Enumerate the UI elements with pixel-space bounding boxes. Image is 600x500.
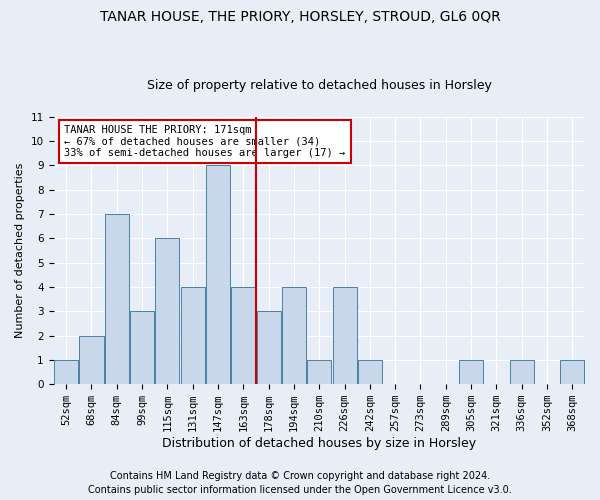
Text: Contains HM Land Registry data © Crown copyright and database right 2024.
Contai: Contains HM Land Registry data © Crown c… — [88, 471, 512, 495]
Bar — [54, 360, 78, 384]
Bar — [155, 238, 179, 384]
Bar — [79, 336, 104, 384]
X-axis label: Distribution of detached houses by size in Horsley: Distribution of detached houses by size … — [162, 437, 476, 450]
Title: Size of property relative to detached houses in Horsley: Size of property relative to detached ho… — [147, 79, 492, 92]
Bar — [307, 360, 331, 384]
Y-axis label: Number of detached properties: Number of detached properties — [15, 163, 25, 338]
Bar — [257, 312, 281, 384]
Bar — [232, 287, 256, 384]
Bar — [459, 360, 483, 384]
Bar — [282, 287, 306, 384]
Bar — [105, 214, 129, 384]
Text: TANAR HOUSE THE PRIORY: 171sqm
← 67% of detached houses are smaller (34)
33% of : TANAR HOUSE THE PRIORY: 171sqm ← 67% of … — [64, 125, 346, 158]
Bar — [206, 166, 230, 384]
Bar — [181, 287, 205, 384]
Bar — [510, 360, 534, 384]
Bar — [560, 360, 584, 384]
Bar — [332, 287, 356, 384]
Bar — [130, 312, 154, 384]
Bar — [358, 360, 382, 384]
Text: TANAR HOUSE, THE PRIORY, HORSLEY, STROUD, GL6 0QR: TANAR HOUSE, THE PRIORY, HORSLEY, STROUD… — [100, 10, 500, 24]
